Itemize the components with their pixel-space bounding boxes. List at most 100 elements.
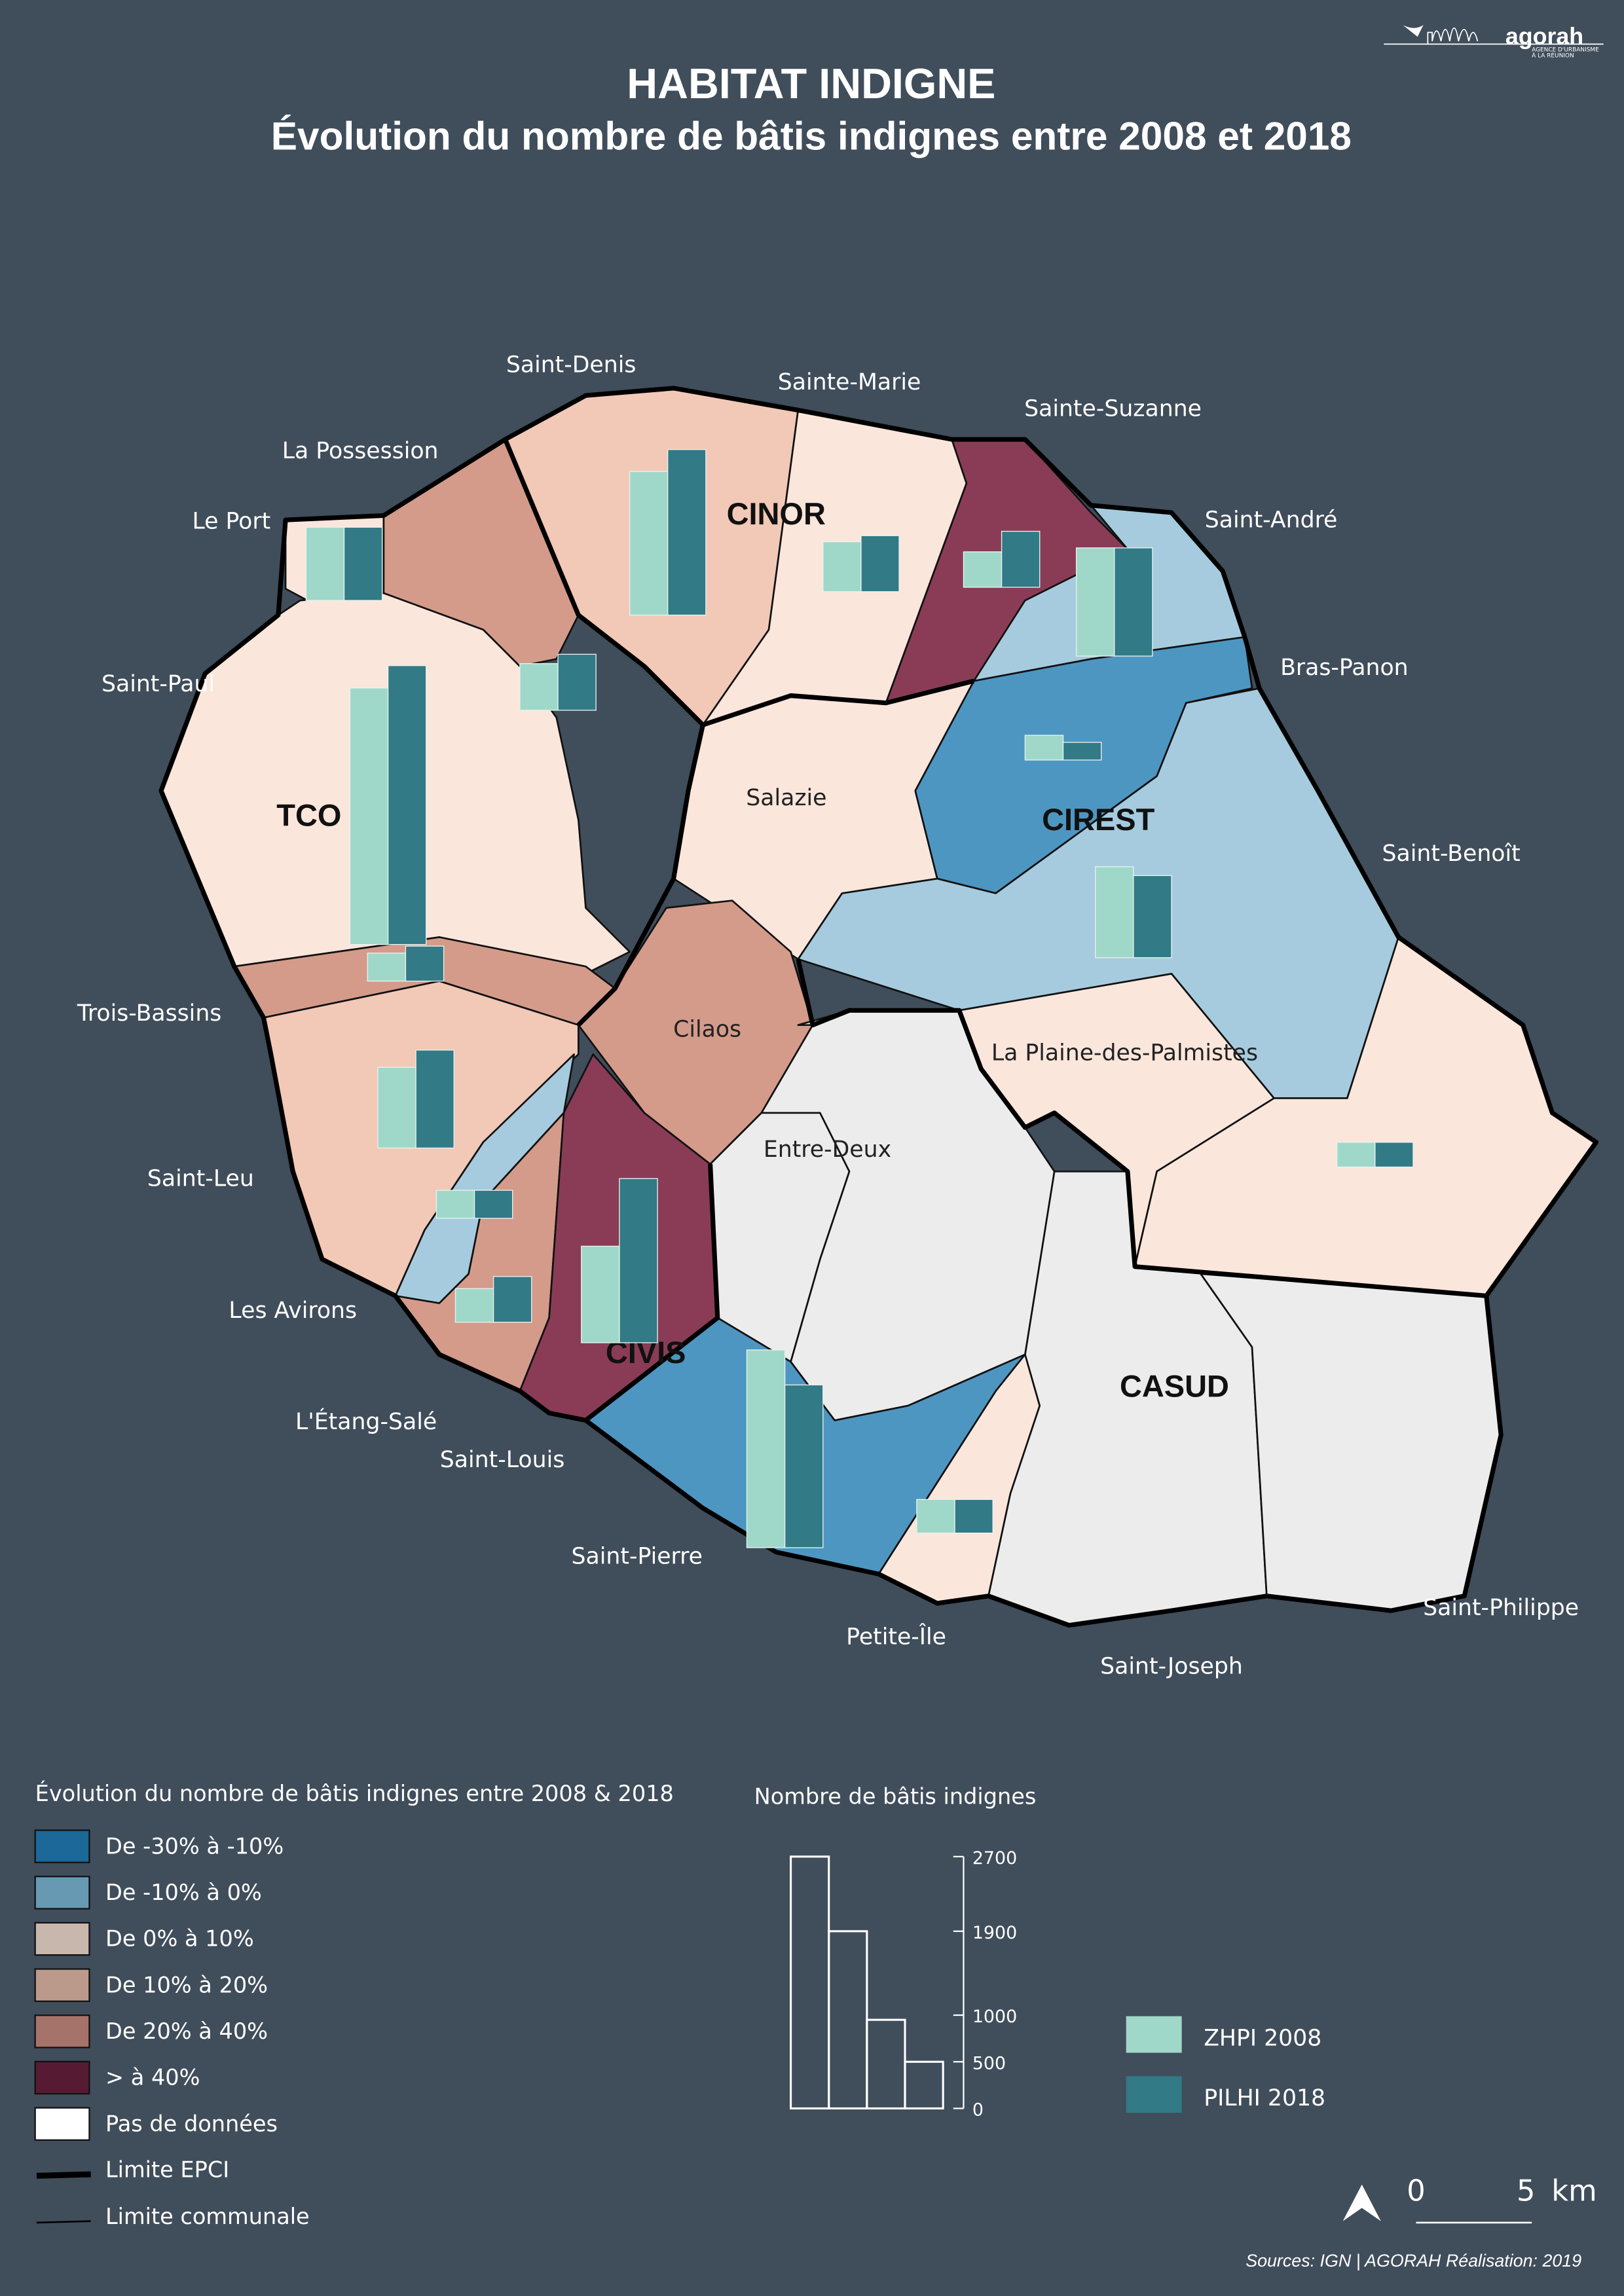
- legend-swatch-c1: [34, 1829, 90, 1863]
- bar-v2008-le-port: [305, 526, 345, 601]
- svg-text:Saint-Philippe: Saint-Philippe: [1423, 1595, 1579, 1621]
- choropleth-legend: Évolution du nombre de bâtis indignes en…: [34, 1780, 674, 2229]
- bar-v2018-saint-louis: [619, 1178, 658, 1343]
- svg-text:CASUD: CASUD: [1120, 1369, 1229, 1404]
- svg-text:Petite-Île: Petite-Île: [846, 1623, 946, 1650]
- size-tick-label: 1000: [972, 2007, 1017, 2027]
- svg-text:Limite EPCI: Limite EPCI: [105, 2157, 229, 2183]
- bar-v2018-saint-leu: [415, 1049, 454, 1149]
- bar-v2008-la-possession: [519, 663, 559, 711]
- svg-text:Entre-Deux: Entre-Deux: [764, 1137, 891, 1163]
- bar-v2018-bras-panon: [1062, 742, 1102, 761]
- map-title: HABITAT INDIGNE: [627, 60, 995, 107]
- svg-text:Saint-André: Saint-André: [1205, 507, 1338, 533]
- size-legend: Nombre de bâtis indignes 2700 1900 1000 500…: [754, 1783, 1325, 2120]
- svg-text:CIREST: CIREST: [1042, 802, 1154, 837]
- size-legend-bar: [904, 2060, 944, 2110]
- bar-v2008-saint-andre: [1075, 547, 1115, 657]
- svg-text:Évolution du nombre de bâtis i: Évolution du nombre de bâtis indignes en…: [35, 1780, 674, 1806]
- bar-v2008-saint-paul: [349, 687, 389, 945]
- svg-text:Saint-Joseph: Saint-Joseph: [1100, 1653, 1243, 1679]
- bar-v2018-saint-pierre: [784, 1384, 824, 1548]
- map-subtitle: Évolution du nombre de bâtis indignes en…: [271, 113, 1352, 158]
- legend-label-c1: De -30% à -10%: [105, 1833, 284, 1859]
- svg-text:Cilaos: Cilaos: [673, 1017, 741, 1043]
- bar-v2018-l-etang-sale: [492, 1276, 532, 1323]
- bar-v2008-saint-leu: [377, 1066, 416, 1149]
- bar-v2008-saint-louis: [581, 1245, 620, 1343]
- svg-text:La Possession: La Possession: [282, 438, 439, 464]
- legend-label-c5: De 20% à 40%: [105, 2018, 268, 2044]
- bar-symbols: [305, 448, 1414, 1548]
- svg-text:À LA RÉUNION: À LA RÉUNION: [1532, 51, 1574, 59]
- legend-label-c4: De 10% à 20%: [105, 1972, 268, 1997]
- bar-v2008-trois-bassins: [367, 953, 407, 982]
- agorah-logo: agorah AGENCE D'URBANISME À LA RÉUNION: [1384, 23, 1604, 59]
- legend-label-c6: > à 40%: [105, 2065, 200, 2090]
- bar-v2018-le-port: [343, 526, 383, 601]
- size-tick-label: 1900: [972, 1923, 1017, 1943]
- bar-v2008-bras-panon: [1024, 735, 1064, 761]
- bar-v2008-l-etang-sale: [454, 1288, 494, 1323]
- svg-text:CINOR: CINOR: [727, 496, 826, 531]
- legend-swatch-c5: [34, 2014, 90, 2049]
- svg-text:Les Avirons: Les Avirons: [229, 1298, 357, 1324]
- legend-swatch-c2: [34, 1876, 90, 1910]
- legend-swatch-c6: [34, 2060, 90, 2095]
- bar-v2018-saint-paul: [387, 665, 427, 945]
- size-tick-label: 0: [972, 2100, 984, 2121]
- svg-text:Saint-Louis: Saint-Louis: [440, 1447, 564, 1473]
- svg-text:0: 0: [1407, 2173, 1425, 2208]
- sources: Sources: IGN | AGORAH Réalisation: 2019: [1246, 2251, 1581, 2270]
- bar-v2008-unnamed: [1337, 1142, 1376, 1168]
- legend-label-nd: Pas de données: [105, 2111, 278, 2136]
- size-tick-label: 2700: [972, 1848, 1017, 1868]
- svg-text:Bras-Panon: Bras-Panon: [1280, 655, 1409, 681]
- bar-v2018-trois-bassins: [405, 945, 445, 982]
- svg-text:TCO: TCO: [276, 798, 341, 833]
- svg-text:km: km: [1551, 2173, 1596, 2208]
- svg-text:Saint-Leu: Saint-Leu: [147, 1166, 254, 1192]
- bar-v2018-saint-denis: [667, 448, 707, 616]
- bar-v2018-la-possession: [557, 653, 597, 711]
- bar-v2018-sainte-marie: [860, 535, 900, 592]
- bar-v2018-unnamed: [1375, 1142, 1414, 1168]
- bar-v2008-sainte-marie: [822, 541, 862, 592]
- svg-text:La Plaine-des-Palmistes: La Plaine-des-Palmistes: [991, 1040, 1258, 1066]
- epci-boundaries: [158, 386, 1599, 1628]
- svg-text:Saint-Denis: Saint-Denis: [506, 352, 637, 378]
- bar-v2018-saint-andre: [1114, 547, 1153, 657]
- svg-text:Saint-Benoît: Saint-Benoît: [1382, 841, 1521, 867]
- svg-text:ZHPI 2008: ZHPI 2008: [1204, 2025, 1321, 2051]
- svg-text:L'Étang-Salé: L'Étang-Salé: [295, 1408, 437, 1435]
- svg-text:AGENCE D'URBANISME: AGENCE D'URBANISME: [1532, 47, 1599, 54]
- bar-v2008-saint-pierre: [746, 1349, 786, 1548]
- svg-text:Sainte-Marie: Sainte-Marie: [778, 369, 921, 395]
- bar-v2008-les-avirons: [435, 1190, 475, 1219]
- commune-line-symbol: [36, 2220, 91, 2224]
- svg-text:Nombre de bâtis indignes: Nombre de bâtis indignes: [754, 1783, 1037, 1809]
- svg-text:PILHI 2018: PILHI 2018: [1204, 2085, 1325, 2111]
- legend-swatch-c4: [34, 1968, 90, 2002]
- bar-v2018-sainte-suzanne: [1001, 530, 1041, 588]
- bar-v2018-saint-benoit: [1133, 875, 1172, 958]
- legend-swatch-c3: [34, 1922, 90, 1956]
- bar-v2018-petite-ile: [954, 1499, 993, 1534]
- legend-label-c3: De 0% à 10%: [105, 1926, 254, 1952]
- zhpi-swatch: [1126, 2016, 1182, 2053]
- legend-label-c2: De -10% à 0%: [105, 1880, 262, 1905]
- svg-text:agorah: agorah: [1505, 23, 1583, 49]
- size-tick-label: 500: [972, 2053, 1006, 2073]
- bar-v2008-saint-denis: [629, 471, 669, 616]
- bar-v2008-petite-ile: [916, 1499, 955, 1534]
- bar-v2018-les-avirons: [473, 1190, 513, 1219]
- svg-text:Le Port: Le Port: [192, 509, 270, 535]
- pilhi-swatch: [1126, 2076, 1182, 2113]
- bar-v2008-sainte-suzanne: [963, 551, 1003, 588]
- svg-text:Salazie: Salazie: [746, 785, 826, 811]
- svg-text:5: 5: [1517, 2173, 1535, 2208]
- svg-text:Saint-Paul: Saint-Paul: [101, 671, 215, 697]
- bar-v2008-saint-benoit: [1095, 866, 1134, 958]
- north-arrow-icon: [1342, 2184, 1381, 2221]
